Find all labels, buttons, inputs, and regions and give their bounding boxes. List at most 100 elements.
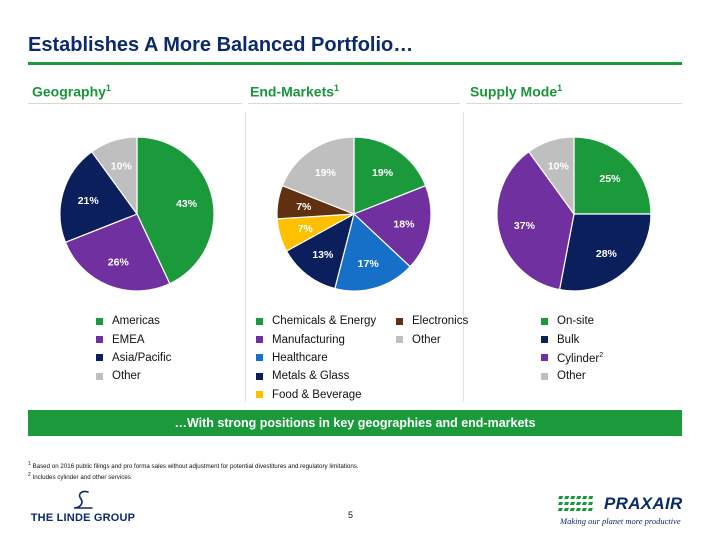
supply-mode-slice-1	[573, 136, 652, 215]
end-markets-legend-item	[396, 367, 468, 385]
legend-swatch	[96, 317, 103, 325]
end-markets-header: End-Markets1	[250, 83, 339, 100]
geography-slice-2	[64, 213, 171, 292]
legend-swatch	[396, 317, 403, 325]
end-markets-legend-item: Metals & Glass	[256, 367, 396, 385]
supply-mode-slice-label-2: 28%	[596, 248, 618, 260]
geography-legend: Americas EMEA Asia/Pacific Other	[96, 312, 171, 386]
title-underline	[28, 62, 682, 65]
praxair-arrows-icon	[558, 496, 594, 511]
end-markets-legend-item: Other	[396, 330, 468, 348]
legend-swatch	[256, 317, 263, 325]
legend-label: Manufacturing	[272, 333, 345, 346]
column-separator-1	[245, 112, 246, 402]
end-markets-pie-chart: 19% 18% 17% 13% 7% 7% 19%	[276, 136, 432, 292]
geography-slice-label-1: 43%	[176, 198, 198, 210]
legend-swatch	[96, 354, 103, 362]
legend-swatch	[541, 354, 548, 362]
praxair-tagline: Making our planet more productive	[560, 516, 681, 526]
legend-label: Bulk	[557, 333, 580, 346]
end-markets-footnote-marker: 1	[334, 83, 340, 93]
supply-mode-slice-label-1: 25%	[599, 173, 621, 185]
column-separator-2	[463, 112, 464, 402]
legend-label: Metals & Glass	[272, 370, 350, 383]
slide-title: Establishes A More Balanced Portfolio…	[28, 34, 414, 56]
legend-label: Food & Beverage	[272, 388, 362, 401]
legend-label: On-site	[557, 315, 595, 328]
end-markets-slice-4	[285, 212, 355, 290]
legend-label: Asia/Pacific	[112, 351, 172, 364]
legend-label: Healthcare	[272, 351, 328, 364]
legend-swatch	[541, 372, 548, 380]
praxair-logo: PRAXAIR Making our planet more productiv…	[558, 494, 686, 526]
supply-mode-slice-label-4: 10%	[548, 161, 570, 173]
end-markets-header-rule	[248, 103, 460, 104]
end-markets-legend-item: Healthcare	[256, 349, 396, 367]
geography-title: Geography	[32, 83, 106, 100]
end-markets-slice-label-4: 13%	[312, 249, 334, 261]
linde-mark-icon	[73, 490, 93, 509]
footnote-1-text: Based on 2016 public filings and pro for…	[32, 463, 359, 471]
geography-header-rule	[28, 103, 242, 104]
supply-mode-legend-item: Other	[541, 367, 603, 385]
page-number: 5	[348, 510, 354, 520]
legend-footnote-marker: 2	[599, 351, 604, 359]
geography-legend-item: Other	[96, 367, 171, 385]
footnote-1-marker: 1	[28, 461, 31, 467]
geography-slice-4	[90, 136, 138, 216]
supply-mode-legend-item: Cylinder2	[541, 349, 603, 367]
legend-swatch	[256, 354, 263, 362]
praxair-logo-text: PRAXAIR	[604, 494, 683, 513]
legend-swatch	[541, 317, 548, 325]
geography-slice-label-2: 26%	[108, 256, 130, 268]
end-markets-legend-item: Food & Beverage	[256, 386, 396, 404]
legend-label: Other	[412, 333, 441, 346]
supply-mode-legend: On-site Bulk Cylinder2 Other	[541, 312, 603, 386]
legend-swatch	[541, 336, 548, 344]
supply-mode-footnote-marker: 1	[557, 83, 563, 93]
geography-slice-label-4: 10%	[111, 161, 133, 173]
end-markets-slice-label-3: 17%	[358, 258, 380, 270]
end-markets-legend-item	[396, 349, 468, 367]
legend-label: Americas	[112, 315, 160, 328]
geography-slice-label-3: 21%	[78, 195, 100, 207]
end-markets-slice-3	[334, 212, 411, 292]
legend-swatch	[256, 391, 263, 399]
footnotes: 1 Based on 2016 public filings and pro f…	[28, 460, 359, 482]
end-markets-title: End-Markets	[250, 83, 335, 100]
summary-banner: …With strong positions in key geographie…	[28, 410, 682, 436]
footnote-1: 1 Based on 2016 public filings and pro f…	[28, 460, 359, 471]
end-markets-legend-item: Chemicals & Energy	[256, 312, 396, 330]
end-markets-legend-item: Electronics	[396, 312, 468, 330]
legend-label: Electronics	[412, 315, 469, 328]
legend-swatch	[96, 372, 103, 380]
legend-label: Chemicals & Energy	[272, 315, 377, 328]
supply-mode-slice-label-3: 37%	[514, 220, 536, 232]
end-markets-slice-7	[281, 136, 355, 215]
end-markets-slice-label-2: 18%	[393, 219, 415, 231]
geography-legend-item: Asia/Pacific	[96, 349, 171, 367]
legend-swatch	[96, 336, 103, 344]
footnote-2-marker: 2	[28, 472, 31, 479]
linde-logo-text: THE LINDE GROUP	[30, 512, 136, 524]
legend-label: Cylinder2	[557, 351, 604, 365]
end-markets-slice-label-7: 19%	[315, 167, 337, 179]
end-markets-slice-label-6: 7%	[296, 201, 312, 213]
legend-swatch	[396, 336, 403, 344]
end-markets-slice-label-5: 7%	[298, 223, 314, 235]
footnote-2: 2 Includes cylinder and other services	[28, 471, 359, 482]
legend-label: EMEA	[112, 333, 145, 346]
legend-swatch	[256, 372, 263, 380]
supply-mode-slice-3	[496, 150, 575, 291]
geography-header: Geography1	[32, 83, 111, 100]
end-markets-slice-2	[352, 184, 432, 268]
supply-mode-legend-item: On-site	[541, 312, 603, 330]
supply-mode-title: Supply Mode	[470, 83, 558, 100]
end-markets-legend: Chemicals & Energy Electronics Manufacturi…	[256, 312, 468, 404]
footnote-2-text: Includes cylinder and other services	[32, 474, 131, 482]
end-markets-slice-1	[353, 136, 427, 215]
linde-logo: THE LINDE GROUP	[28, 490, 138, 524]
supply-mode-slice-4	[527, 136, 575, 216]
geography-footnote-marker: 1	[105, 83, 111, 93]
supply-mode-header-rule	[466, 103, 682, 104]
